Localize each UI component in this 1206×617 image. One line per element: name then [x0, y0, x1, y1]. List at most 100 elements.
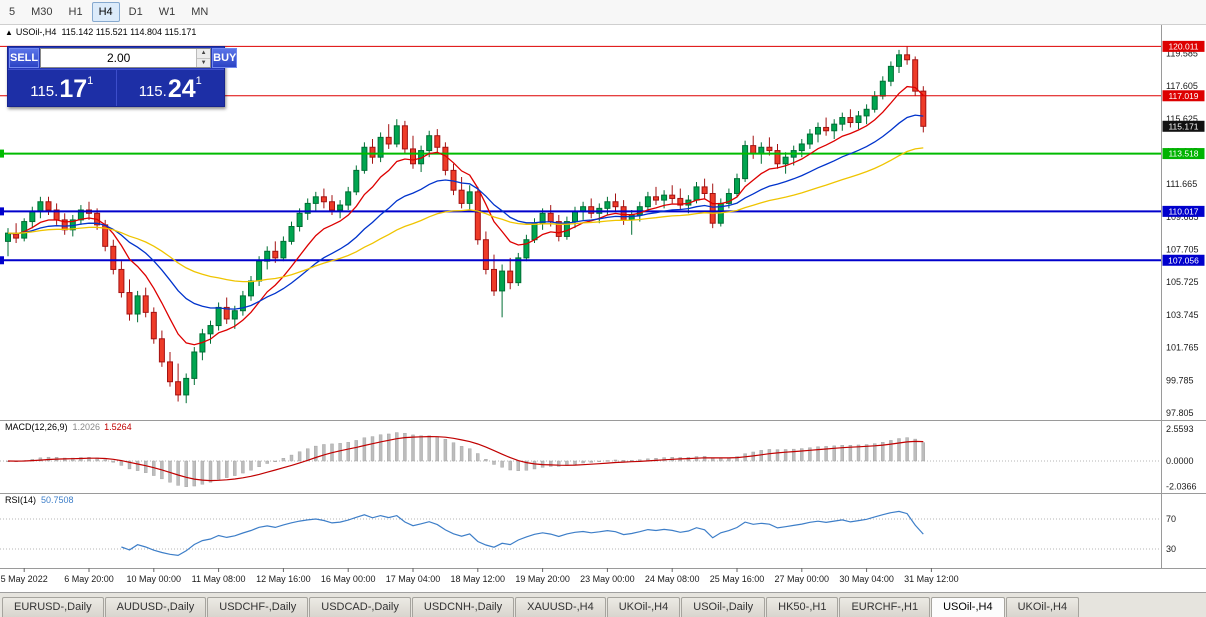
time-axis-label: 16 May 00:00	[321, 574, 376, 584]
candle	[426, 135, 433, 152]
macd-bar	[848, 444, 853, 462]
macd-bar	[735, 456, 739, 462]
timeframe-button-h4[interactable]: H4	[91, 2, 120, 22]
chart-tab[interactable]: USDCHF-,Daily	[207, 597, 309, 617]
candle	[207, 325, 214, 335]
moving-average-line	[7, 114, 924, 310]
macd-bar	[832, 445, 836, 462]
chart-window: 119.585117.605115.625113.645111.665109.6…	[0, 25, 1206, 592]
macd-bar	[346, 442, 350, 462]
price-tag	[1162, 90, 1205, 102]
buy-price[interactable]: 115. 24 1	[117, 70, 225, 106]
candle	[815, 126, 821, 135]
time-axis-label: 5 May 2022	[1, 574, 48, 584]
macd-bar	[484, 459, 488, 462]
buy-button[interactable]: BUY	[212, 48, 238, 68]
timeframe-toolbar: 5 M30 H1 H4 D1 W1 MN	[0, 0, 1206, 25]
candle	[134, 295, 141, 315]
candle	[361, 146, 368, 171]
candle	[410, 148, 416, 165]
chart-tab[interactable]: EURCHF-,H1	[839, 597, 931, 617]
candle	[653, 196, 659, 201]
macd-bar	[775, 449, 780, 462]
candle	[272, 250, 279, 259]
chart-tab[interactable]: AUDUSD-,Daily	[104, 597, 207, 617]
price-tag-text: 113.518	[1168, 149, 1198, 159]
moving-average-line	[7, 85, 924, 346]
candle	[29, 211, 36, 223]
candle	[223, 306, 230, 320]
chart-tab[interactable]: UKOil-,H4	[1005, 597, 1080, 617]
candle	[329, 201, 335, 211]
chart-tab[interactable]: HK50-,H1	[766, 597, 839, 617]
sell-button[interactable]: SELL	[9, 48, 40, 68]
macd-bar	[411, 434, 415, 462]
macd-bar	[111, 460, 116, 463]
candle	[693, 186, 700, 201]
macd-bar	[759, 450, 763, 462]
chart-tab[interactable]: USOil-,H4	[931, 597, 1005, 617]
price-tag	[1162, 148, 1205, 160]
chart-canvas[interactable]: 119.585117.605115.625113.645111.665109.6…	[0, 25, 1206, 592]
candle	[879, 80, 886, 97]
sell-price-pips: 17	[59, 75, 88, 103]
sell-price[interactable]: 115. 17 1	[8, 70, 117, 106]
price-tick-label: 115.625	[1166, 114, 1198, 124]
macd-bar	[881, 442, 885, 462]
candle	[734, 178, 740, 194]
timeframe-button-d1[interactable]: D1	[128, 6, 143, 18]
timeframe-button-w1[interactable]: W1	[158, 6, 176, 18]
chart-tab[interactable]: USOil-,Daily	[681, 597, 766, 617]
macd-bar	[265, 460, 269, 464]
macd-bar	[435, 436, 439, 462]
candle	[377, 136, 384, 158]
volume-input[interactable]	[41, 49, 197, 67]
candle	[458, 189, 465, 204]
chart-tab[interactable]: EURUSD-,Daily	[2, 597, 104, 617]
macd-bar	[273, 460, 277, 463]
macd-bar	[249, 460, 253, 471]
price-tag-text: 107.056	[1168, 255, 1199, 265]
candle	[912, 59, 919, 92]
macd-bar	[135, 460, 140, 471]
macd-bar	[767, 449, 772, 462]
timeframe-button-m30[interactable]: M30	[31, 6, 53, 18]
candle	[677, 197, 684, 206]
candle	[256, 260, 263, 282]
chart-tab[interactable]: USDCAD-,Daily	[309, 597, 411, 617]
sell-price-base: 115.	[30, 83, 59, 100]
candle	[904, 54, 911, 61]
price-tag	[1162, 205, 1205, 217]
hline-edge-mark	[0, 149, 4, 158]
volume-spinner: ▲ ▼	[196, 49, 211, 67]
macd-bar	[783, 449, 788, 462]
candle	[507, 270, 514, 284]
macd-bar	[516, 460, 520, 471]
macd-bar	[589, 460, 593, 463]
candle	[896, 54, 902, 67]
timeframe-button-mn[interactable]: MN	[191, 6, 209, 18]
timeframe-button-5[interactable]: 5	[9, 6, 16, 18]
candle	[798, 143, 805, 152]
volume-up-button[interactable]: ▲	[197, 49, 211, 59]
candle	[5, 232, 11, 242]
price-tag-text: 110.017	[1168, 206, 1198, 216]
candle	[191, 351, 198, 379]
macd-bar	[419, 435, 423, 462]
candle	[345, 191, 352, 206]
volume-down-button[interactable]: ▼	[197, 58, 211, 67]
chart-tab[interactable]: UKOil-,H4	[606, 597, 681, 617]
macd-bar	[338, 443, 342, 462]
macd-bar	[840, 445, 844, 462]
candle	[248, 280, 254, 297]
macd-signal-line	[7, 435, 924, 482]
macd-bar	[792, 448, 796, 462]
chart-tab[interactable]: USDCNH-,Daily	[411, 597, 515, 617]
macd-indicator-header: MACD(12,26,9) 1.2026 1.5264	[5, 422, 132, 432]
chart-tab[interactable]: XAUUSD-,H4	[515, 597, 606, 617]
macd-bar	[79, 457, 83, 462]
one-click-collapse-icon[interactable]: ▲	[5, 28, 13, 37]
timeframe-button-h1[interactable]: H1	[68, 6, 83, 18]
time-scale[interactable]: 5 May 2022 6 May 20:00 10 May 00:00 11 May …	[1, 568, 959, 584]
